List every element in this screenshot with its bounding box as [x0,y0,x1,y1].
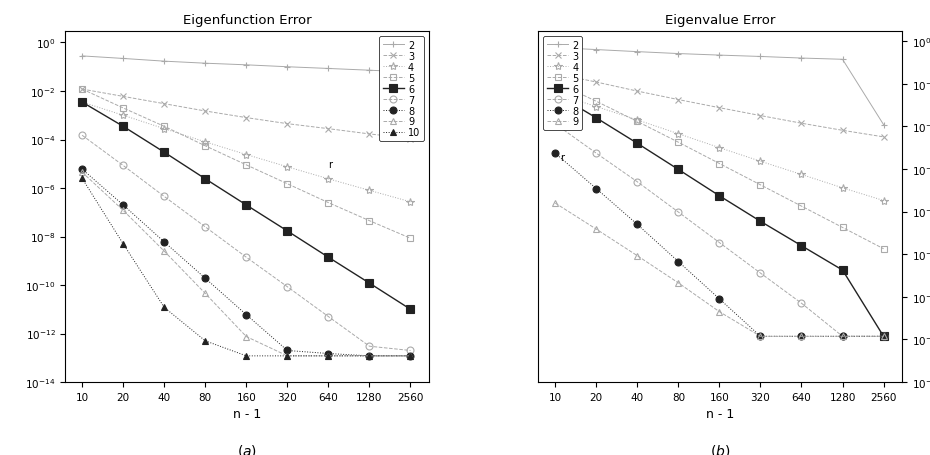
Text: r: r [560,153,564,163]
Text: $(a)$: $(a)$ [237,442,257,455]
Title: Eigenfunction Error: Eigenfunction Error [182,14,312,26]
Legend: 2, 3, 4, 5, 6, 7, 8, 9: 2, 3, 4, 5, 6, 7, 8, 9 [543,37,582,131]
Legend: 2, 3, 4, 5, 6, 7, 8, 9, 10: 2, 3, 4, 5, 6, 7, 8, 9, 10 [379,37,424,142]
Text: r: r [328,160,332,170]
Text: $(b)$: $(b)$ [710,442,730,455]
X-axis label: n - 1: n - 1 [232,407,261,420]
X-axis label: n - 1: n - 1 [706,407,735,420]
Title: Eigenvalue Error: Eigenvalue Error [665,14,776,26]
